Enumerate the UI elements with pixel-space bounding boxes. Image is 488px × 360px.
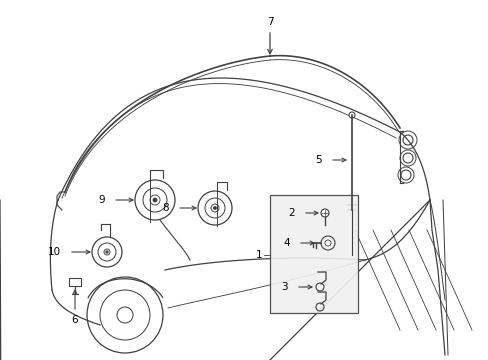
Circle shape [105,251,108,253]
Circle shape [320,209,328,217]
Circle shape [153,198,157,202]
Text: 3: 3 [281,282,287,292]
Bar [269,195,357,313]
Text: 6: 6 [72,315,78,325]
Text: 10: 10 [48,247,61,257]
Text: 5: 5 [315,155,321,165]
Text: 7: 7 [266,17,273,27]
Circle shape [348,112,354,118]
Text: 9: 9 [98,195,105,205]
Text: 2: 2 [288,208,294,218]
Text: 1: 1 [255,250,262,260]
Circle shape [325,240,330,246]
Text: 4: 4 [283,238,289,248]
FancyBboxPatch shape [69,278,81,286]
Text: 8: 8 [162,203,169,213]
Circle shape [213,207,216,210]
